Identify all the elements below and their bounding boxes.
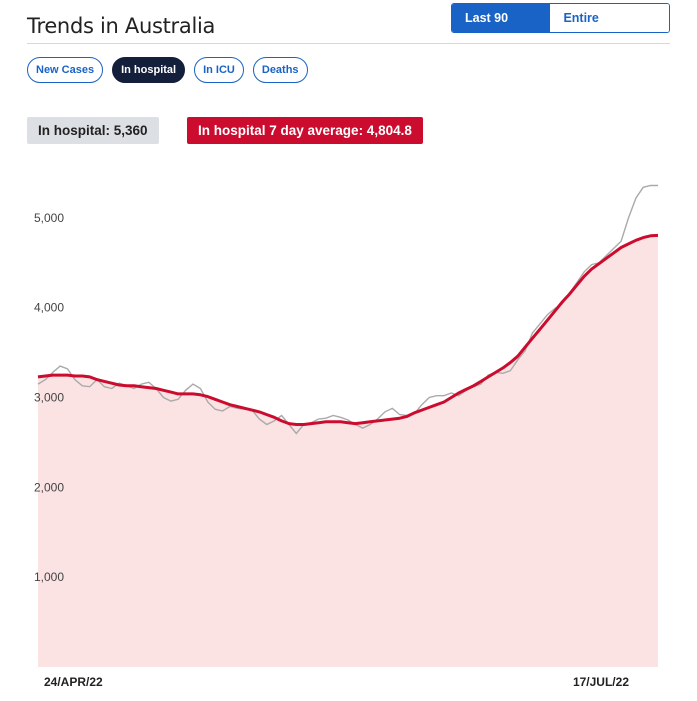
- average-series-line: [37, 233, 659, 426]
- y-tick-label: 4,000: [34, 301, 64, 315]
- y-tick-label: 3,000: [34, 391, 64, 405]
- current-value-badge: In hospital: 5,360: [27, 117, 159, 144]
- entire-pandemic-button[interactable]: Entire pandemic: [549, 4, 669, 32]
- tab-in-hospital[interactable]: In hospital: [112, 57, 186, 83]
- chart-header: Trends in Australia Last 90 days Entire …: [27, 0, 670, 44]
- x-tick-label: 17/JUL/22: [573, 675, 629, 689]
- daily-series-line: [37, 184, 658, 435]
- page-title: Trends in Australia: [27, 14, 216, 38]
- x-axis-ticks: 24/APR/22 17/JUL/22: [44, 675, 629, 689]
- tab-new-cases[interactable]: New Cases: [27, 57, 104, 83]
- last-90-days-button[interactable]: Last 90 days: [452, 4, 550, 32]
- x-tick-label: 24/APR/22: [44, 675, 103, 689]
- y-tick-label: 5,000: [34, 211, 64, 225]
- time-range-toggle: Last 90 days Entire pandemic: [451, 3, 670, 33]
- y-axis-ticks: 1,000 2,000 3,000 4,000 5,000: [34, 211, 64, 584]
- tab-deaths[interactable]: Deaths: [252, 57, 308, 83]
- y-tick-label: 2,000: [34, 480, 64, 494]
- y-tick-label: 1,000: [34, 570, 64, 584]
- average-area-fill: [38, 235, 658, 667]
- tab-in-icu[interactable]: In ICU: [194, 57, 244, 83]
- seven-day-average-badge: In hospital 7 day average: 4,804.8: [187, 117, 423, 144]
- metric-tabs: New Cases In hospital In ICU Deaths: [27, 57, 308, 83]
